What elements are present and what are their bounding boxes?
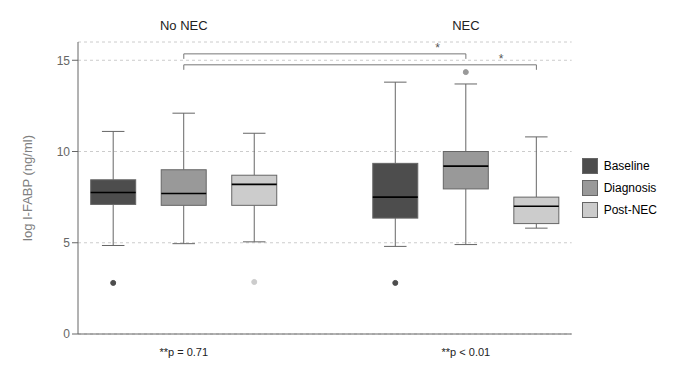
html-text:Baseline: Baseline (603, 159, 650, 173)
svg-text:5: 5 (63, 236, 70, 250)
html-text:Diagnosis: Diagnosis (603, 181, 657, 195)
svg-text:*: * (435, 41, 440, 55)
svg-text:0: 0 (63, 327, 70, 341)
svg-text:NEC: NEC (452, 18, 479, 33)
svg-text:**p = 0.71: **p = 0.71 (159, 346, 208, 358)
svg-text:*: * (499, 52, 504, 66)
svg-text:10: 10 (57, 145, 71, 159)
svg-text:**p < 0.01: **p < 0.01 (442, 346, 491, 358)
html-text:Post-NEC: Post-NEC (603, 203, 657, 217)
svg-text:No NEC: No NEC (160, 18, 208, 33)
svg-text:log I-FABP (ng/ml): log I-FABP (ng/ml) (20, 135, 35, 241)
svg-text:15: 15 (57, 54, 71, 68)
